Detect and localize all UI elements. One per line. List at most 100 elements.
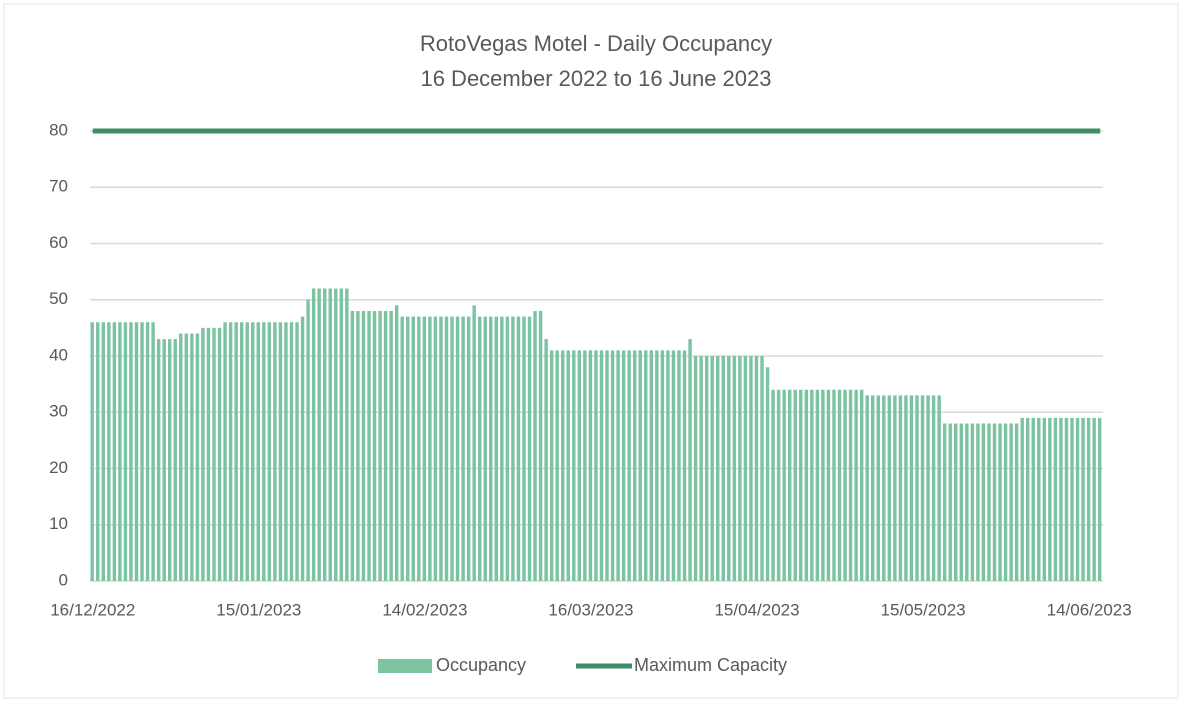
bar — [599, 350, 604, 581]
bar — [389, 311, 393, 581]
bar — [561, 350, 565, 581]
bar — [367, 311, 371, 581]
bar — [472, 305, 476, 581]
bar — [201, 327, 205, 581]
bar — [350, 311, 355, 581]
bar — [223, 322, 227, 581]
bar — [821, 389, 825, 581]
bar — [572, 350, 576, 581]
bar — [920, 395, 925, 581]
bar — [217, 327, 222, 581]
bar — [826, 389, 831, 581]
bar — [859, 389, 864, 581]
bar — [765, 367, 770, 581]
bar — [140, 322, 144, 581]
bar — [162, 339, 166, 581]
bar — [754, 356, 759, 581]
bar — [992, 423, 997, 581]
bar — [179, 333, 183, 581]
chart-subtitle: 16 December 2022 to 16 June 2023 — [420, 66, 771, 91]
bar — [1014, 423, 1019, 581]
bar — [184, 333, 189, 581]
y-tick-label: 40 — [49, 345, 68, 364]
bar — [306, 299, 310, 581]
bar — [322, 288, 327, 581]
bar — [738, 356, 742, 581]
x-tick-label: 16/03/2023 — [548, 600, 633, 619]
bar — [239, 322, 244, 581]
bar — [976, 423, 980, 581]
bar — [394, 305, 399, 581]
bar — [450, 316, 454, 581]
x-tick-label: 16/12/2022 — [50, 600, 135, 619]
bar — [655, 350, 659, 581]
bar — [356, 311, 360, 581]
bar — [477, 316, 482, 581]
bar — [444, 316, 449, 581]
bar — [1009, 423, 1013, 581]
bar — [156, 339, 161, 581]
bar — [511, 316, 515, 581]
bar — [787, 389, 792, 581]
bar — [107, 322, 111, 581]
bar — [854, 389, 858, 581]
bar — [931, 395, 936, 581]
legend-label: Maximum Capacity — [634, 655, 787, 675]
y-tick-label: 20 — [49, 458, 68, 477]
bar — [400, 316, 404, 581]
bar — [882, 395, 886, 581]
bar — [865, 395, 869, 581]
bar — [1075, 417, 1080, 581]
bar — [621, 350, 626, 581]
bar — [455, 316, 460, 581]
y-tick-label: 30 — [49, 402, 68, 421]
bar — [671, 350, 676, 581]
bar — [90, 322, 94, 581]
bar — [516, 316, 521, 581]
bar — [981, 423, 986, 581]
bar — [716, 356, 720, 581]
bar — [549, 350, 554, 581]
bar — [810, 389, 814, 581]
bar — [998, 423, 1002, 581]
y-tick-label: 80 — [49, 120, 68, 139]
bar — [212, 327, 216, 581]
bar — [278, 322, 283, 581]
bar — [123, 322, 128, 581]
bar — [439, 316, 443, 581]
bar — [383, 311, 388, 581]
bar — [167, 339, 172, 581]
x-tick-label: 15/05/2023 — [881, 600, 966, 619]
y-tick-label: 60 — [49, 233, 68, 252]
x-tick-label: 14/02/2023 — [382, 600, 467, 619]
bar — [245, 322, 249, 581]
bar — [632, 350, 637, 581]
bar — [134, 322, 139, 581]
bar — [527, 316, 532, 581]
bar — [345, 288, 349, 581]
bar — [732, 356, 737, 581]
bar — [799, 389, 803, 581]
bar — [605, 350, 609, 581]
bar — [677, 350, 681, 581]
bar — [1097, 417, 1102, 581]
bar — [848, 389, 853, 581]
bar — [129, 322, 133, 581]
bar — [555, 350, 559, 581]
bar — [494, 316, 499, 581]
bar — [406, 316, 410, 581]
bar — [1053, 417, 1058, 581]
bar — [926, 395, 930, 581]
bar — [118, 322, 122, 581]
bar — [522, 316, 526, 581]
bar — [417, 316, 421, 581]
bar — [489, 316, 493, 581]
bar — [704, 356, 709, 581]
bar — [1086, 417, 1091, 581]
legend-swatch — [378, 659, 432, 673]
bar — [461, 316, 465, 581]
bar — [334, 288, 338, 581]
bar — [843, 389, 847, 581]
bar — [904, 395, 908, 581]
